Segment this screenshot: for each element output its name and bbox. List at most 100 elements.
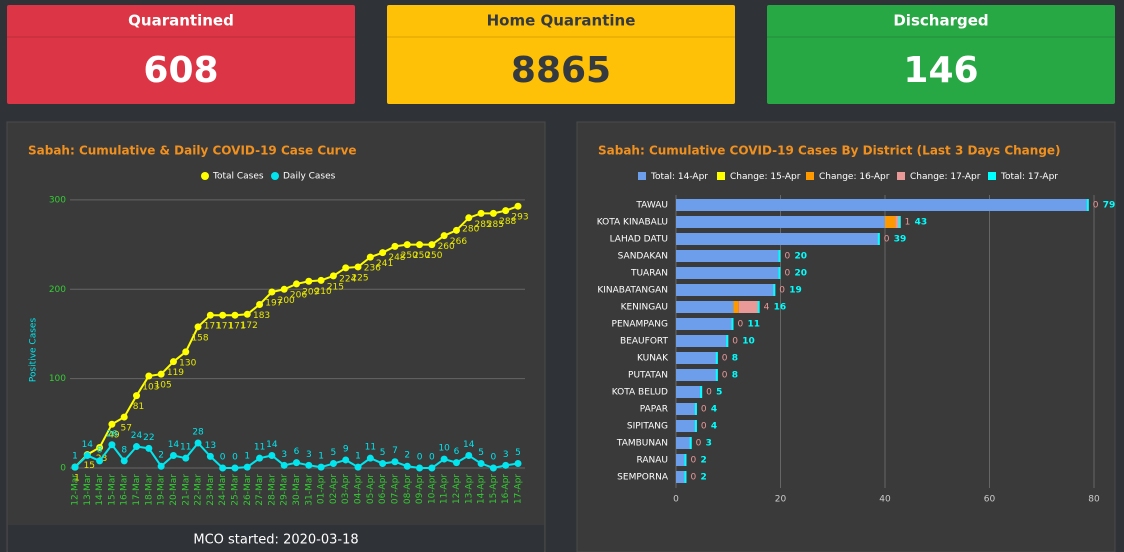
data-label: 3 — [306, 450, 312, 460]
point — [317, 276, 325, 284]
data-label: 81 — [133, 402, 144, 412]
x-tick-label: 23-Mar — [206, 474, 216, 506]
point — [428, 464, 436, 472]
point — [145, 444, 153, 452]
point — [477, 209, 485, 217]
point — [268, 451, 276, 459]
point — [366, 253, 374, 261]
point — [428, 241, 436, 249]
x-tick-label: 17-Mar — [132, 474, 142, 506]
data-label: 0 — [491, 453, 497, 463]
data-label: 250 — [413, 251, 430, 261]
point — [268, 288, 276, 296]
x-tick-label: 05-Apr — [366, 474, 376, 504]
y-tick-label: SEMPORNA — [617, 473, 669, 483]
data-label: 215 — [327, 282, 344, 292]
point — [133, 392, 141, 400]
point — [477, 460, 485, 468]
y-tick-label: 200 — [49, 285, 66, 295]
x-tick-label: 15-Apr — [489, 474, 499, 504]
data-label: 79 — [1103, 201, 1116, 211]
data-label: 22 — [143, 433, 154, 443]
x-tick-label: 20-Mar — [169, 474, 179, 506]
legend-swatch — [897, 172, 905, 180]
x-tick-label: 26-Mar — [243, 474, 253, 506]
card — [387, 5, 735, 104]
data-label: 172 — [241, 321, 258, 331]
point — [329, 272, 337, 280]
point — [465, 451, 473, 459]
data-label: 19 — [789, 286, 802, 296]
x-tick-label: 28-Mar — [267, 474, 277, 506]
data-label: 0 — [690, 473, 696, 483]
point — [194, 323, 202, 331]
data-label: 248 — [388, 253, 405, 263]
data-label: 49 — [108, 431, 120, 441]
right-panel — [576, 121, 1116, 552]
x-tick-label: 11-Apr — [440, 474, 450, 504]
data-label: 171 — [228, 322, 245, 332]
point — [416, 241, 424, 249]
point — [403, 462, 411, 470]
data-label: 26 — [106, 429, 118, 439]
data-label: 183 — [253, 311, 270, 321]
data-label: 5 — [331, 448, 337, 458]
point — [293, 280, 300, 288]
y-tick-label: KOTA KINABALU — [597, 218, 668, 228]
data-label: 14 — [463, 440, 475, 450]
x-tick-label: 12-Mar — [71, 474, 81, 506]
x-tick-label: 60 — [984, 495, 996, 505]
data-label: 4 — [711, 422, 717, 432]
data-label: 8 — [121, 445, 127, 455]
data-label: 8 — [97, 445, 103, 455]
data-label: 200 — [278, 296, 295, 306]
bar-segment — [676, 250, 781, 262]
data-label: 0 — [701, 405, 707, 415]
point — [440, 455, 448, 463]
data-label: 0 — [429, 453, 435, 463]
point — [342, 456, 350, 464]
legend-swatch — [717, 172, 725, 180]
x-tick-label: 13-Apr — [464, 474, 474, 504]
x-tick-label: 20 — [775, 495, 787, 505]
data-label: 3 — [281, 450, 287, 460]
y-tick-label: RANAU — [636, 456, 668, 466]
bar-segment — [676, 301, 734, 313]
data-label: 6 — [454, 447, 460, 457]
bar-segment — [676, 420, 697, 432]
point — [231, 311, 239, 319]
card — [7, 5, 355, 104]
total-marker — [1086, 199, 1089, 211]
point — [452, 226, 460, 234]
data-label: 7 — [392, 446, 398, 456]
y-tick-label: LAHAD DATU — [610, 235, 668, 245]
y-tick-label: KOTA BELUD — [612, 388, 668, 398]
data-label: 0 — [779, 286, 785, 296]
data-label: 130 — [179, 358, 196, 368]
point — [120, 457, 128, 465]
data-label: 0 — [785, 252, 791, 262]
chart-title: Sabah: Cumulative & Daily COVID-19 Case … — [28, 144, 357, 158]
point — [342, 264, 350, 272]
data-label: 105 — [155, 381, 172, 391]
x-tick-label: 21-Mar — [181, 474, 191, 506]
legend-label: Daily Cases — [283, 172, 336, 182]
y-tick-label: TAWAU — [635, 201, 668, 211]
data-label: 24 — [131, 431, 143, 441]
total-marker — [757, 301, 760, 313]
point — [182, 348, 190, 356]
data-label: 28 — [192, 427, 204, 437]
data-label: 2 — [404, 451, 410, 461]
data-label: 11 — [180, 443, 191, 453]
point — [71, 463, 79, 471]
point — [465, 214, 473, 222]
x-tick-label: 15-Mar — [107, 474, 117, 506]
point — [182, 454, 190, 462]
data-label: 0 — [417, 453, 423, 463]
total-marker — [694, 420, 697, 432]
data-label: 15 — [84, 461, 95, 471]
legend-label: Change: 17-Apr — [910, 172, 981, 182]
data-label: 224 — [339, 274, 356, 284]
data-label: 0 — [732, 337, 738, 347]
data-label: 2 — [158, 451, 164, 461]
